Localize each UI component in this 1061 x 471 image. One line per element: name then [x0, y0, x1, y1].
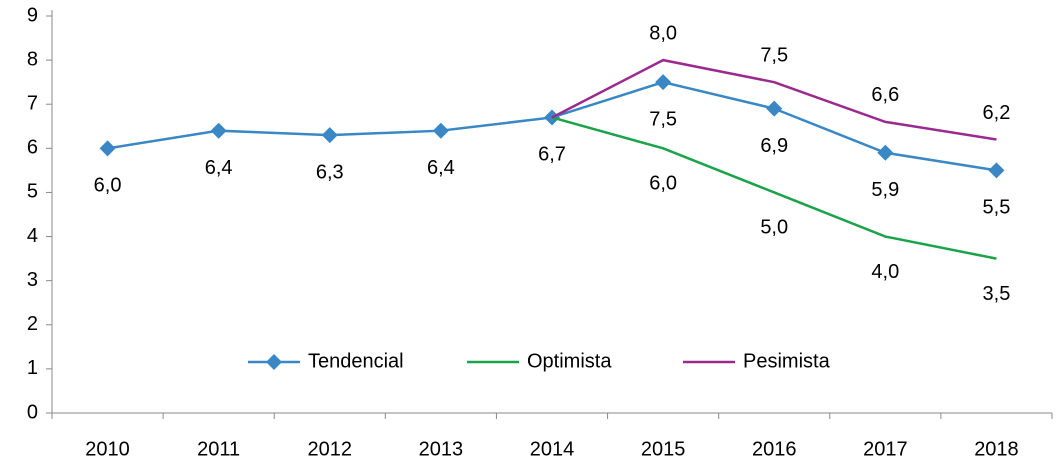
marker [99, 140, 116, 157]
data-label: 8,0 [649, 22, 677, 44]
x-tick-label: 2010 [85, 438, 130, 460]
y-tick-label: 6 [27, 137, 38, 159]
data-label: 6,2 [983, 102, 1011, 124]
y-tick-label: 8 [27, 48, 38, 70]
legend-label: Tendencial [308, 350, 404, 372]
marker [766, 100, 783, 117]
data-label: 4,0 [871, 261, 899, 283]
data-label: 5,9 [871, 179, 899, 201]
y-tick-label: 3 [27, 269, 38, 291]
marker [988, 162, 1005, 179]
x-tick-label: 2015 [641, 438, 686, 460]
data-label: 6,0 [649, 173, 677, 195]
x-tick-label: 2014 [530, 438, 575, 460]
legend-label: Pesimista [743, 350, 831, 372]
data-label: 3,5 [983, 283, 1011, 305]
data-label: 6,7 [538, 144, 566, 166]
series-line [551, 58, 997, 141]
legend-marker [266, 354, 282, 370]
data-label: 5,5 [983, 197, 1011, 219]
marker [877, 144, 894, 161]
data-label: 6,4 [427, 157, 455, 179]
x-tick-label: 2016 [752, 438, 797, 460]
data-label: 7,5 [649, 108, 677, 130]
y-tick-label: 9 [27, 4, 38, 26]
data-label: 6,6 [871, 84, 899, 106]
y-tick-label: 0 [27, 401, 38, 423]
y-tick-label: 5 [27, 181, 38, 203]
marker [321, 127, 338, 144]
x-tick-label: 2017 [863, 438, 908, 460]
x-tick-label: 2018 [974, 438, 1019, 460]
marker [655, 74, 672, 91]
data-label: 6,4 [205, 157, 233, 179]
marker [210, 122, 227, 139]
data-label: 6,9 [760, 135, 788, 157]
legend-label: Optimista [527, 350, 612, 372]
x-tick-label: 2011 [197, 438, 240, 460]
data-label: 7,5 [760, 44, 788, 66]
y-tick-label: 2 [27, 313, 38, 335]
y-tick-label: 7 [27, 93, 38, 115]
series-line [551, 116, 997, 260]
marker [432, 122, 449, 139]
data-label: 5,0 [760, 217, 788, 239]
x-tick-label: 2012 [308, 438, 353, 460]
y-tick-label: 1 [27, 357, 38, 379]
data-label: 6,3 [316, 161, 344, 183]
y-tick-label: 4 [27, 225, 38, 247]
data-label: 6,0 [94, 175, 122, 197]
x-tick-label: 2013 [419, 438, 464, 460]
